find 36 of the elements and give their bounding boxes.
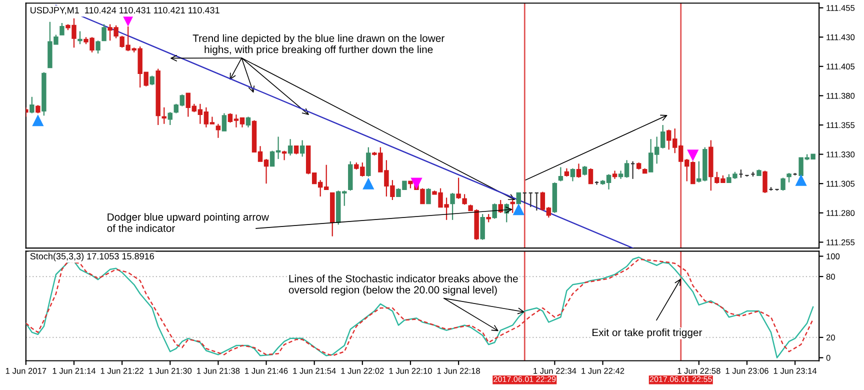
chart-title: USDJPY,M1 110.424 110.431 110.421 110.431 <box>30 7 220 14</box>
y-tick-label: 111.255 <box>826 239 855 246</box>
x-tick-label: 1 Jun 22:42 <box>582 368 624 374</box>
x-tick-label: 1 Jun 2017 <box>6 368 46 374</box>
y-tick-label: 0 <box>826 354 830 361</box>
y-tick-label: 111.330 <box>826 151 855 158</box>
ref-line-label: 2017.06.01 22:55 <box>650 376 712 382</box>
y-tick-label: 111.430 <box>826 34 855 40</box>
annotation: Lines of the Stochastic indicator breaks above the oversold region (below the 20.00 signal level) <box>288 274 518 296</box>
x-tick-label: 1 Jun 22:58 <box>678 368 720 374</box>
x-tick-label: 1 Jun 22:02 <box>341 368 384 374</box>
y-tick-label: 111.455 <box>826 5 855 11</box>
x-tick-label: 1 Jun 21:14 <box>52 368 96 374</box>
x-tick-label: 1 Jun 21:38 <box>197 368 240 374</box>
x-tick-label: 1 Jun 21:46 <box>245 368 288 374</box>
chart-title: Stoch(35,3,3) 17.1053 15.8916 <box>30 252 154 262</box>
annotation: Trend line depicted by the blue line drawn on the lower highs, with price breaking off further down the line <box>192 34 444 56</box>
x-tick-label: 1 Jun 22:10 <box>389 368 432 374</box>
y-tick-label: 111.355 <box>826 122 855 128</box>
ref-line-label: 2017.06.01 22:29 <box>494 376 556 382</box>
y-tick-label: 111.305 <box>826 180 855 187</box>
y-tick-label: 20 <box>826 334 835 341</box>
y-tick-label: 111.405 <box>826 64 855 70</box>
y-tick-label: 100 <box>826 253 840 260</box>
y-tick-label: 111.280 <box>826 210 855 216</box>
annotation: Exit or take profit trigger <box>592 328 702 338</box>
annotation: Dodger blue upward pointing arrow of the indicator <box>107 213 269 232</box>
x-tick-label: 1 Jun 23:14 <box>774 368 817 374</box>
x-tick-label: 1 Jun 23:06 <box>726 368 768 374</box>
x-tick-label: 1 Jun 22:18 <box>437 368 480 374</box>
x-tick-label: 1 Jun 22:34 <box>534 368 576 374</box>
x-tick-label: 1 Jun 21:54 <box>293 368 336 374</box>
x-tick-label: 1 Jun 21:22 <box>100 368 144 374</box>
x-tick-label: 1 Jun 21:30 <box>148 368 192 374</box>
y-tick-label: 111.380 <box>826 92 855 99</box>
y-tick-label: 80 <box>826 274 835 280</box>
